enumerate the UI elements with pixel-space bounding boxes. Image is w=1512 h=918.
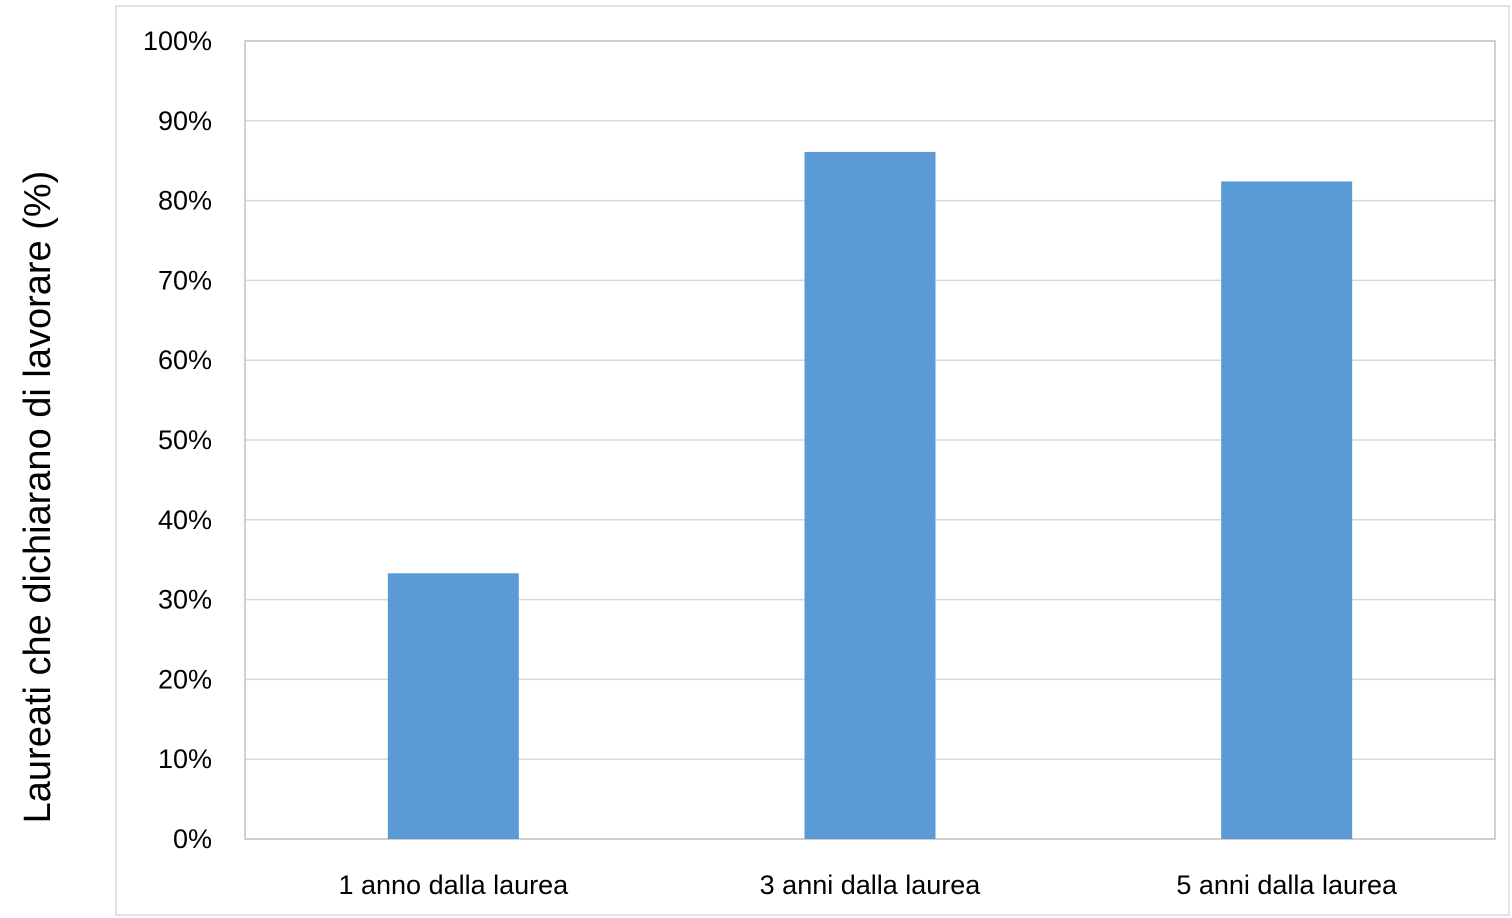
y-tick-label: 40%	[158, 505, 212, 535]
x-tick-labels: 1 anno dalla laurea 3 anni dalla laurea 5 …	[338, 870, 1397, 900]
bar	[387, 573, 519, 839]
y-tick-labels: 0% 10% 20% 30% 40% 50% 60% 70% 80% 90% 100%	[143, 26, 212, 854]
x-tick-label: 1 anno dalla laurea	[338, 870, 569, 900]
x-tick-label: 5 anni dalla laurea	[1176, 870, 1398, 900]
bar	[804, 151, 936, 839]
y-tick-label: 80%	[158, 186, 212, 216]
y-tick-label: 0%	[173, 824, 212, 854]
bar	[1221, 181, 1353, 839]
y-tick-label: 60%	[158, 345, 212, 375]
y-axis-title: Laureati che dichiarano di lavorare (%)	[17, 171, 59, 824]
y-tick-label: 10%	[158, 744, 212, 774]
y-tick-label: 70%	[158, 265, 212, 295]
y-tick-label: 90%	[158, 106, 212, 136]
bars	[387, 151, 1353, 839]
y-tick-label: 100%	[143, 26, 212, 56]
y-tick-label: 50%	[158, 425, 212, 455]
y-tick-label: 20%	[158, 664, 212, 694]
y-tick-label: 30%	[158, 585, 212, 615]
x-tick-label: 3 anni dalla laurea	[760, 870, 982, 900]
